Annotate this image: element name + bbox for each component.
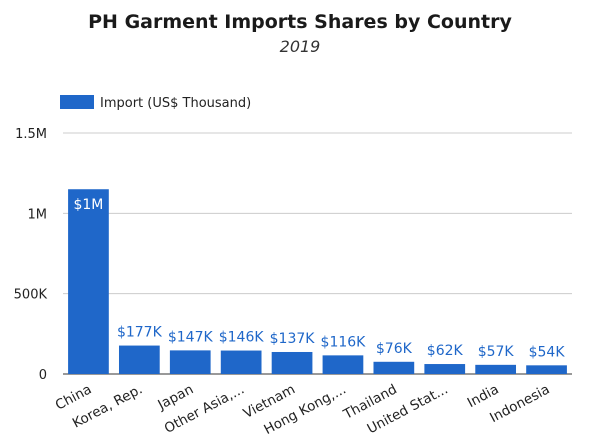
y-axis-ticks: 0 500K 1M 1.5M	[14, 127, 48, 383]
data-label: $177K	[117, 325, 163, 341]
y-tick-label: 500K	[14, 288, 48, 303]
data-labels: $1M $177K $147K $146K $137K $116K $76K $62K $57K…	[73, 197, 565, 360]
bar	[118, 345, 160, 374]
chart-subtitle: 2019	[280, 37, 321, 56]
chart-title: PH Garment Imports Shares by Country	[88, 11, 512, 33]
bar	[271, 351, 313, 374]
y-tick-label: 1.5M	[15, 127, 47, 142]
bar	[424, 364, 466, 374]
bar	[68, 189, 109, 374]
bar	[373, 361, 415, 374]
data-label: $76K	[376, 341, 413, 357]
bar	[220, 350, 262, 374]
y-tick-label: 1M	[28, 207, 48, 222]
data-label: $54K	[529, 344, 566, 360]
bar	[169, 350, 211, 374]
y-tick-label: 0	[39, 368, 47, 383]
data-label: $57K	[478, 344, 515, 360]
bar	[322, 355, 364, 374]
bar	[475, 364, 517, 374]
bar	[526, 365, 567, 374]
legend: Import (US$ Thousand)	[60, 95, 251, 111]
data-label: $62K	[427, 343, 464, 359]
data-label: $147K	[168, 329, 214, 345]
data-label: $116K	[321, 334, 367, 350]
data-label: $146K	[219, 330, 265, 346]
legend-swatch	[60, 95, 94, 109]
data-label: $137K	[270, 331, 316, 347]
legend-label: Import (US$ Thousand)	[100, 96, 251, 111]
bars	[68, 189, 567, 374]
data-label: $1M	[73, 197, 103, 213]
